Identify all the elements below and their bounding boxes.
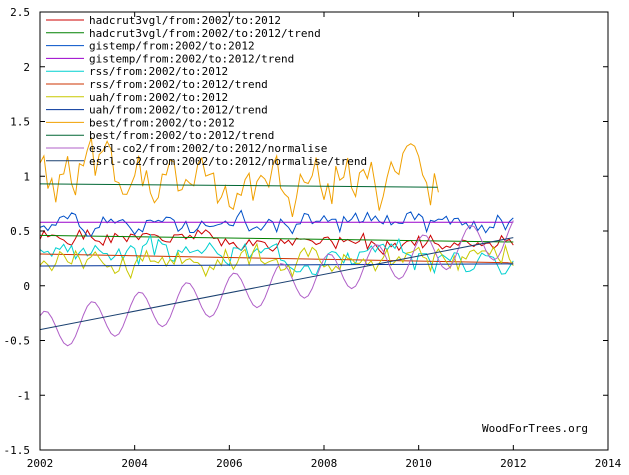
legend-label-9: best/from:2002/to:2012/trend [89,129,274,142]
legend-label-3: gistemp/from:2002/to:2012/trend [89,52,294,65]
credit-text: WoodForTrees.org [482,422,588,435]
x-tick-label: 2004 [121,457,148,470]
series-line-9 [39,183,438,188]
x-tick-label: 2002 [27,457,54,470]
axes: 2002 2004 2006 2008 2010 2012 2014 2.5 2 1.5 1 0.5 0… [4,6,622,470]
plot-lines [39,137,514,347]
series-line-7 [39,263,514,267]
series-line-11 [39,237,514,331]
series-line-10 [39,220,514,347]
legend-label-8: best/from:2002/to:2012 [89,116,235,129]
series-line-5 [39,253,514,264]
legend-label-11: esrl-co2/from:2002/to:2012/normalise/tre… [89,155,367,168]
y-tick-label: 2 [23,61,30,74]
series-line-2 [39,209,514,237]
x-tick-label: 2006 [216,457,243,470]
legend: hadcrut3vgl/from:2002/to:2012hadcrut3vgl… [46,14,367,168]
x-tick-label: 2012 [500,457,527,470]
y-tick-label: 0 [23,280,30,293]
y-tick-label: 2.5 [10,6,30,19]
series-line-8 [39,137,439,218]
x-tick-label: 2010 [405,457,432,470]
x-tick-label: 2014 [595,457,622,470]
legend-label-5: rss/from:2002/to:2012/trend [89,78,268,91]
series-line-4 [39,233,514,276]
y-tick-label: 0.5 [10,225,30,238]
legend-label-7: uah/from:2002/to:2012/trend [89,104,268,117]
legend-label-6: uah/from:2002/to:2012 [89,91,228,104]
y-tick-label: -1 [17,389,30,402]
legend-label-4: rss/from:2002/to:2012 [89,65,228,78]
series-line-6 [39,242,514,280]
legend-label-1: hadcrut3vgl/from:2002/to:2012/trend [89,27,321,40]
y-tick-label: 1.5 [10,116,30,129]
y-tick-label: 1 [23,170,30,183]
legend-label-2: gistemp/from:2002/to:2012 [89,40,255,53]
y-tick-label: -1.5 [4,444,31,457]
x-tick-label: 2008 [311,457,338,470]
series-line-1 [39,234,514,243]
y-tick-label: -0.5 [4,335,31,348]
legend-label-0: hadcrut3vgl/from:2002/to:2012 [89,14,281,27]
legend-label-10: esrl-co2/from:2002/to:2012/normalise [89,142,327,155]
